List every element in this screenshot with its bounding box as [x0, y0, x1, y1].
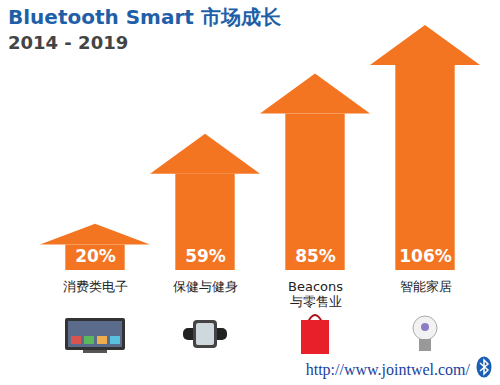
svg-text:85%: 85%	[295, 246, 336, 266]
svg-text:20%: 20%	[75, 246, 116, 266]
html-text:2014 - 2019: 2014 - 2019	[8, 32, 129, 53]
svg-text:消费类电子: 消费类电子	[63, 279, 128, 294]
svg-text:Beacons与零售业: Beacons与零售业	[288, 279, 343, 309]
svg-text:保健与健身: 保健与健身	[173, 279, 238, 294]
svg-text:智能家居: 智能家居	[400, 279, 452, 294]
html-text:Bluetooth Smart 市场成长: Bluetooth Smart 市场成长	[8, 5, 281, 29]
svg-text:106%: 106%	[399, 246, 452, 266]
svg-text:59%: 59%	[185, 246, 226, 266]
html-text:http://www.jointwel.com/: http://www.jointwel.com/	[305, 361, 470, 378]
